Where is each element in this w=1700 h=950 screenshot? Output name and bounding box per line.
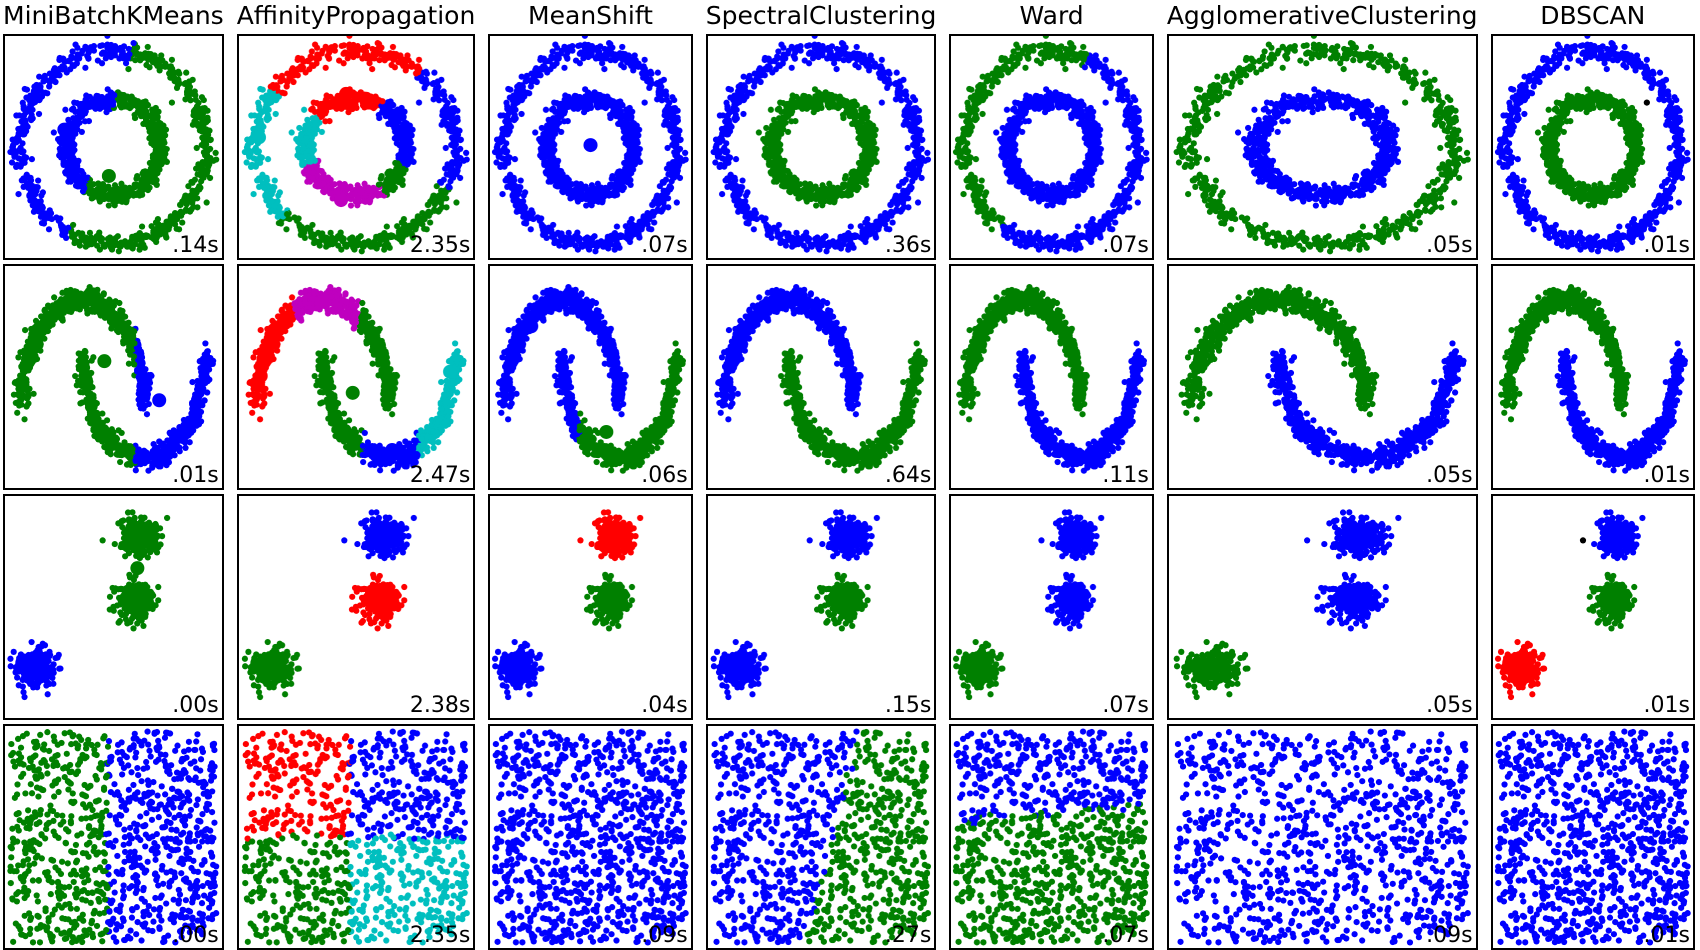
scatter-panel-r1-c3: .64s — [705, 264, 937, 490]
column-title-6: DBSCAN — [1540, 0, 1646, 30]
timing-label: .27s — [884, 922, 932, 948]
scatter-panel-r2-c5: .05s — [1166, 494, 1478, 720]
scatter-panel-r0-c3: .36s — [705, 34, 937, 260]
column-title-2: MeanShift — [528, 0, 653, 30]
timing-label: 2.47s — [409, 462, 471, 488]
scatter-panel-r2-c0: .00s — [3, 494, 224, 720]
timing-label: .11s — [1102, 462, 1149, 488]
scatter-canvas-r2-c1 — [238, 496, 474, 718]
timing-label: .07s — [1102, 692, 1149, 718]
scatter-canvas-r3-c0 — [5, 726, 222, 948]
timing-label: .01s — [1643, 462, 1690, 488]
scatter-canvas-r1-c5 — [1168, 266, 1476, 488]
timing-label: .05s — [1426, 232, 1473, 258]
timing-label: .09s — [641, 922, 688, 948]
scatter-canvas-r3-c6 — [1492, 726, 1693, 948]
timing-label: .14s — [172, 232, 219, 258]
timing-label: .01s — [1643, 922, 1690, 948]
timing-label: 2.38s — [409, 692, 471, 718]
scatter-canvas-r0-c4 — [951, 36, 1152, 258]
scatter-panel-r0-c1: 2.35s — [236, 34, 476, 260]
timing-label: .00s — [172, 692, 219, 718]
timing-label: .36s — [884, 232, 932, 258]
scatter-panel-r1-c6: .01s — [1490, 264, 1695, 490]
timing-label: .05s — [1426, 462, 1473, 488]
scatter-panel-r2-c2: .04s — [488, 494, 693, 720]
timing-label: .07s — [1102, 232, 1149, 258]
scatter-canvas-r0-c1 — [238, 36, 474, 258]
scatter-panel-r2-c1: 2.38s — [236, 494, 476, 720]
scatter-panel-r0-c2: .07s — [488, 34, 693, 260]
scatter-panel-r1-c0: .01s — [3, 264, 224, 490]
scatter-panel-r3-c0: .00s — [3, 724, 224, 950]
scatter-panel-r2-c6: .01s — [1490, 494, 1695, 720]
scatter-panel-r0-c5: .05s — [1166, 34, 1478, 260]
scatter-canvas-r0-c6 — [1492, 36, 1693, 258]
timing-label: .07s — [641, 232, 688, 258]
scatter-panel-r2-c4: .07s — [949, 494, 1154, 720]
timing-label: .06s — [641, 462, 688, 488]
timing-label: .01s — [1643, 232, 1690, 258]
timing-label: .64s — [884, 462, 932, 488]
scatter-panel-r2-c3: .15s — [705, 494, 937, 720]
scatter-canvas-r1-c6 — [1492, 266, 1693, 488]
column-title-4: Ward — [1019, 0, 1084, 30]
scatter-panel-r1-c5: .05s — [1166, 264, 1478, 490]
scatter-canvas-r2-c2 — [490, 496, 691, 718]
scatter-canvas-r1-c3 — [707, 266, 935, 488]
column-title-5: AgglomerativeClustering — [1166, 0, 1478, 30]
scatter-panel-r3-c2: .09s — [488, 724, 693, 950]
scatter-canvas-r2-c4 — [951, 496, 1152, 718]
column-title-3: SpectralClustering — [705, 0, 937, 30]
scatter-canvas-r0-c2 — [490, 36, 691, 258]
timing-label: 2.35s — [409, 922, 471, 948]
scatter-canvas-r0-c0 — [5, 36, 222, 258]
scatter-panel-r3-c4: .07s — [949, 724, 1154, 950]
scatter-panel-r3-c1: 2.35s — [236, 724, 476, 950]
scatter-canvas-r1-c2 — [490, 266, 691, 488]
timing-label: .04s — [641, 692, 688, 718]
column-title-0: MiniBatchKMeans — [3, 0, 224, 30]
timing-label: .15s — [884, 692, 932, 718]
scatter-canvas-r2-c0 — [5, 496, 222, 718]
scatter-canvas-r2-c5 — [1168, 496, 1476, 718]
scatter-canvas-r2-c6 — [1492, 496, 1693, 718]
scatter-panel-r3-c5: .09s — [1166, 724, 1478, 950]
scatter-canvas-r2-c3 — [707, 496, 935, 718]
timing-label: .05s — [1426, 692, 1473, 718]
scatter-canvas-r3-c1 — [238, 726, 474, 948]
scatter-panel-r0-c0: .14s — [3, 34, 224, 260]
scatter-canvas-r0-c5 — [1168, 36, 1476, 258]
timing-label: .07s — [1102, 922, 1149, 948]
scatter-panel-r3-c6: .01s — [1490, 724, 1695, 950]
scatter-canvas-r3-c3 — [707, 726, 935, 948]
scatter-panel-r0-c4: .07s — [949, 34, 1154, 260]
timing-label: .01s — [172, 462, 219, 488]
scatter-panel-r0-c6: .01s — [1490, 34, 1695, 260]
timing-label: 2.35s — [409, 232, 471, 258]
scatter-canvas-r3-c4 — [951, 726, 1152, 948]
scatter-panel-r3-c3: .27s — [705, 724, 937, 950]
scatter-canvas-r1-c0 — [5, 266, 222, 488]
scatter-canvas-r1-c4 — [951, 266, 1152, 488]
scatter-canvas-r3-c2 — [490, 726, 691, 948]
timing-label: .01s — [1643, 692, 1690, 718]
scatter-panel-r1-c2: .06s — [488, 264, 693, 490]
scatter-panel-r1-c4: .11s — [949, 264, 1154, 490]
scatter-panel-r1-c1: 2.47s — [236, 264, 476, 490]
timing-label: .09s — [1426, 922, 1473, 948]
scatter-canvas-r3-c5 — [1168, 726, 1476, 948]
scatter-canvas-r0-c3 — [707, 36, 935, 258]
column-title-1: AffinityPropagation — [236, 0, 476, 30]
timing-label: .00s — [172, 922, 219, 948]
scatter-canvas-r1-c1 — [238, 266, 474, 488]
